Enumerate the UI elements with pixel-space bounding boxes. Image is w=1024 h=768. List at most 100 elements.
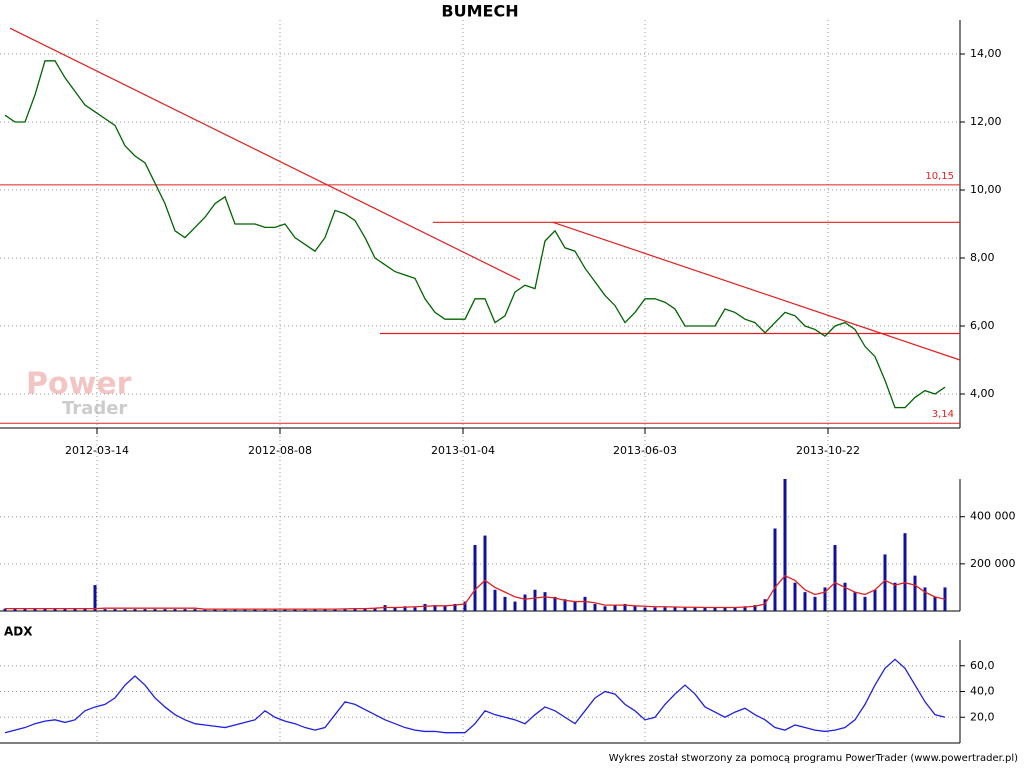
volume-bar bbox=[243, 609, 247, 611]
footer: Wykres został stworzony za pomocą progra… bbox=[609, 753, 1018, 764]
volume-bar bbox=[93, 585, 97, 611]
volume-bar bbox=[233, 609, 237, 611]
volume-bar bbox=[313, 609, 317, 611]
y-tick-label: 8,00 bbox=[970, 251, 995, 264]
x-tick-label: 2012-03-14 bbox=[65, 444, 129, 457]
volume-bar bbox=[633, 606, 637, 611]
volume-bar bbox=[293, 609, 297, 611]
trend-line bbox=[9, 27, 521, 281]
panel-label: ADX bbox=[4, 625, 33, 639]
volume-bar bbox=[773, 528, 777, 611]
watermark: Power bbox=[26, 367, 132, 402]
volume-bar bbox=[653, 607, 657, 611]
volume-bar bbox=[623, 603, 627, 611]
volume-bar bbox=[113, 609, 117, 611]
volume-bar bbox=[783, 479, 787, 611]
y-tick-label: 200 000 bbox=[970, 557, 1016, 570]
volume-bar bbox=[103, 609, 107, 611]
y-tick-label: 400 000 bbox=[970, 510, 1016, 523]
volume-bar bbox=[543, 592, 547, 611]
y-tick-label: 60,0 bbox=[970, 659, 995, 672]
volume-bar bbox=[683, 607, 687, 611]
volume-bar bbox=[123, 609, 127, 611]
volume-bar bbox=[283, 609, 287, 611]
volume-bar bbox=[583, 596, 587, 611]
volume-bar bbox=[273, 609, 277, 611]
volume-bar bbox=[23, 608, 27, 611]
volume-bar bbox=[853, 592, 857, 611]
volume-bar bbox=[663, 607, 667, 611]
y-tick-label: 20,0 bbox=[970, 710, 995, 723]
volume-bar bbox=[203, 609, 207, 611]
volume-bar bbox=[3, 608, 7, 611]
volume-bar bbox=[803, 592, 807, 611]
y-tick-label: 4,00 bbox=[970, 387, 995, 400]
volume-bar bbox=[483, 535, 487, 611]
volume-bar bbox=[263, 609, 267, 611]
volume-bar bbox=[303, 609, 307, 611]
volume-bar bbox=[933, 596, 937, 611]
volume-bar bbox=[513, 601, 517, 611]
adx-line bbox=[4, 658, 946, 734]
volume-bar bbox=[353, 608, 357, 611]
volume-bar bbox=[723, 607, 727, 611]
volume-bar bbox=[13, 608, 17, 611]
volume-bar bbox=[143, 609, 147, 611]
volume-bar bbox=[703, 607, 707, 611]
chart-title: BUMECH bbox=[441, 2, 518, 21]
volume-bar bbox=[333, 609, 337, 611]
volume-bar bbox=[403, 606, 407, 611]
volume-bar bbox=[883, 554, 887, 611]
x-tick-label: 2012-08-08 bbox=[248, 444, 312, 457]
volume-bar bbox=[793, 582, 797, 611]
y-tick-label: 6,00 bbox=[970, 319, 995, 332]
volume-bar bbox=[153, 609, 157, 611]
level-label: 3,14 bbox=[932, 409, 954, 420]
volume-bar bbox=[53, 608, 57, 611]
volume-bar bbox=[473, 545, 477, 611]
volume-bar bbox=[763, 599, 767, 611]
volume-bar bbox=[193, 609, 197, 611]
volume-bar bbox=[443, 606, 447, 611]
volume-bar bbox=[903, 533, 907, 611]
volume-bar bbox=[373, 608, 377, 611]
volume-bar bbox=[253, 609, 257, 611]
volume-bar bbox=[713, 607, 717, 611]
volume-bar bbox=[423, 603, 427, 611]
y-tick-label: 40,0 bbox=[970, 685, 995, 698]
volume-bar bbox=[503, 596, 507, 611]
volume-bar bbox=[343, 609, 347, 611]
volume-bar bbox=[533, 589, 537, 611]
volume-bar bbox=[73, 608, 77, 611]
volume-bar bbox=[453, 603, 457, 611]
volume-bar bbox=[833, 545, 837, 611]
volume-bar bbox=[223, 609, 227, 611]
volume-bar bbox=[843, 582, 847, 611]
volume-bar bbox=[463, 601, 467, 611]
level-label: 10,15 bbox=[925, 171, 954, 182]
volume-bar bbox=[173, 609, 177, 611]
volume-bar bbox=[873, 589, 877, 611]
y-tick-label: 14,00 bbox=[970, 47, 1002, 60]
volume-bar bbox=[573, 601, 577, 611]
y-tick-label: 12,00 bbox=[970, 115, 1002, 128]
volume-bar bbox=[693, 607, 697, 611]
volume-bar bbox=[393, 607, 397, 611]
volume-bar bbox=[813, 596, 817, 611]
volume-bar bbox=[83, 608, 87, 611]
volume-bar bbox=[613, 605, 617, 611]
volume-bar bbox=[163, 609, 167, 611]
volume-bar bbox=[363, 608, 367, 611]
volume-bar bbox=[183, 609, 187, 611]
volume-bar bbox=[63, 608, 67, 611]
volume-bar bbox=[823, 587, 827, 611]
volume-bar bbox=[673, 607, 677, 611]
volume-bar bbox=[523, 594, 527, 611]
y-tick-label: 10,00 bbox=[970, 183, 1002, 196]
volume-bar bbox=[323, 609, 327, 611]
volume-bar bbox=[743, 606, 747, 611]
volume-ma bbox=[5, 574, 946, 610]
volume-bar bbox=[923, 587, 927, 611]
trend-line bbox=[552, 221, 961, 361]
